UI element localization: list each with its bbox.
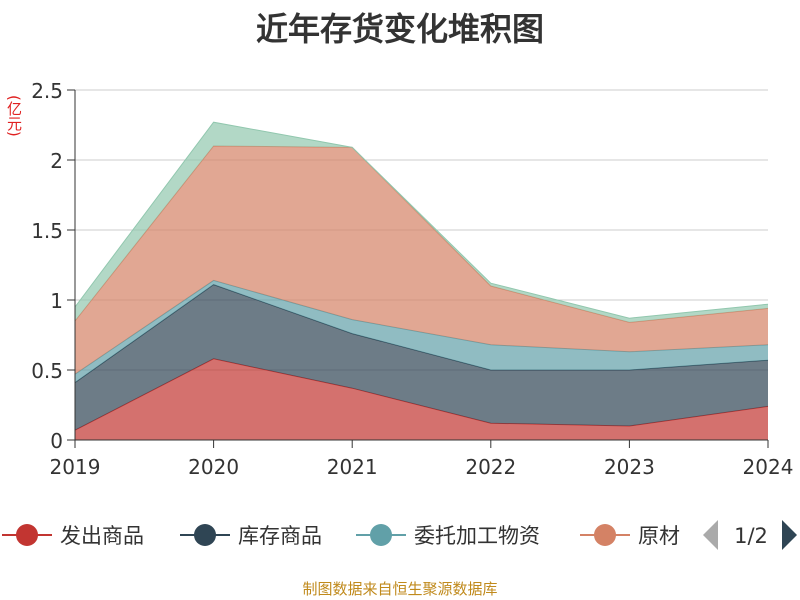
x-tick-label: 2024 bbox=[743, 455, 794, 479]
legend-item[interactable]: 库存商品 bbox=[180, 524, 322, 548]
area-series-line-4 bbox=[74, 121, 769, 319]
y-tick-label: 0.5 bbox=[31, 359, 63, 383]
x-tick-label: 2022 bbox=[465, 455, 516, 479]
y-tick-label: 2 bbox=[50, 149, 63, 173]
y-tick-label: 2.5 bbox=[31, 79, 63, 103]
legend-item[interactable]: 原材 bbox=[580, 524, 680, 548]
area-series-3 bbox=[75, 146, 768, 375]
legend-label: 原材 bbox=[638, 524, 680, 548]
area-layer bbox=[74, 121, 769, 440]
legend-marker bbox=[370, 524, 392, 546]
area-series-0 bbox=[75, 358, 768, 440]
legend-next-icon[interactable] bbox=[782, 520, 797, 550]
x-tick-label: 2023 bbox=[604, 455, 655, 479]
x-tick-label: 2020 bbox=[188, 455, 239, 479]
axis-layer: 0 0.5 1 1.5 2 2.5 2019 2020 2021 2022 2023 2024 bbox=[31, 79, 793, 479]
chart-title: 近年存货变化堆积图 bbox=[255, 10, 544, 48]
source-note: 制图数据来自恒生聚源数据库 bbox=[302, 580, 498, 598]
legend-marker bbox=[594, 524, 616, 546]
y-tick-label: 1 bbox=[50, 289, 63, 313]
x-tick-label: 2019 bbox=[50, 455, 101, 479]
legend: 发出商品 库存商品 委托加工物资 原材 1/2 bbox=[2, 520, 797, 550]
legend-label: 发出商品 bbox=[60, 524, 144, 548]
legend-label: 库存商品 bbox=[238, 524, 322, 548]
legend-page-indicator: 1/2 bbox=[734, 524, 768, 548]
area-series-1 bbox=[75, 284, 768, 431]
legend-item[interactable]: 发出商品 bbox=[2, 524, 144, 548]
y-unit-label: (亿元) bbox=[5, 95, 23, 137]
x-tick-label: 2021 bbox=[327, 455, 378, 479]
area-series-2 bbox=[75, 280, 768, 383]
y-tick-label: 1.5 bbox=[31, 219, 63, 243]
legend-item[interactable]: 委托加工物资 bbox=[356, 524, 540, 548]
legend-label: 委托加工物资 bbox=[414, 524, 540, 548]
legend-marker bbox=[16, 524, 38, 546]
legend-marker bbox=[194, 524, 216, 546]
legend-prev-icon[interactable] bbox=[703, 520, 718, 550]
y-tick-label: 0 bbox=[50, 429, 63, 453]
